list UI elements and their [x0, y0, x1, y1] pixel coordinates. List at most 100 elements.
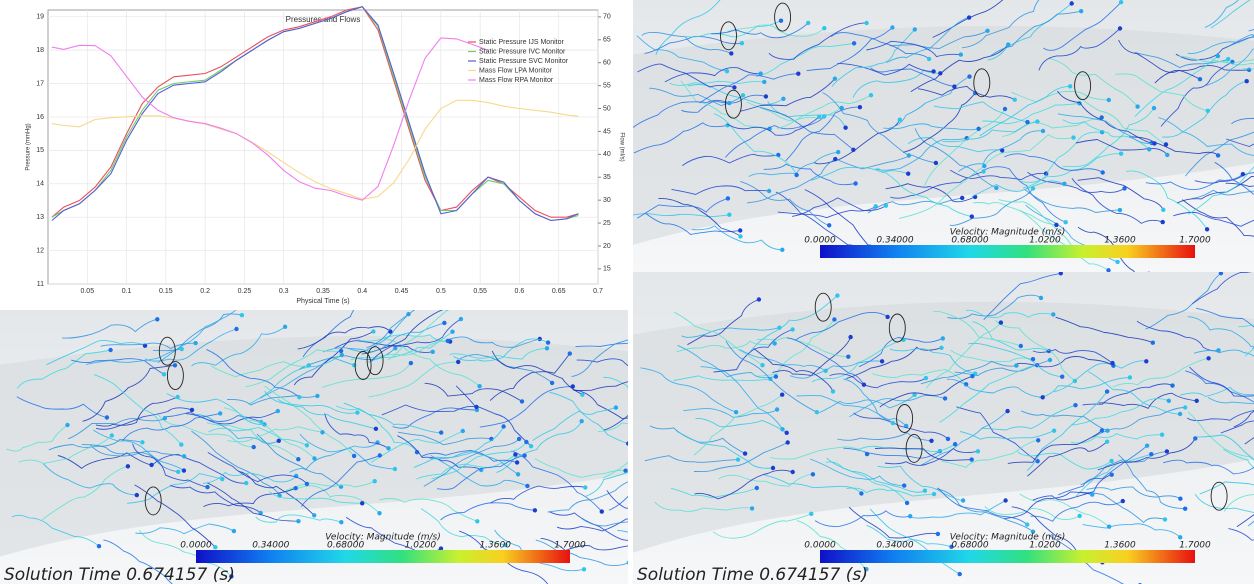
- streamline: [670, 487, 757, 499]
- streamline-arrow: [809, 511, 814, 516]
- streamline: [972, 321, 1050, 352]
- streamline: [93, 374, 182, 445]
- streamline-arrow: [581, 567, 587, 572]
- streamline: [245, 349, 342, 388]
- streamline-arrow: [1018, 343, 1023, 349]
- streamline: [755, 319, 835, 377]
- streamline: [1187, 35, 1254, 54]
- streamline-arrow: [282, 324, 288, 329]
- streamline-arrow: [1106, 97, 1112, 103]
- streamline-arrow: [339, 520, 344, 525]
- streamline: [575, 342, 628, 348]
- streamline: [297, 326, 391, 350]
- streamline: [1032, 474, 1112, 501]
- streamline: [685, 20, 782, 38]
- streamline: [879, 375, 973, 408]
- streamline: [1020, 131, 1103, 183]
- streamline-arrow: [140, 440, 145, 445]
- streamline-arrow: [1051, 312, 1056, 317]
- streamline: [1185, 131, 1254, 177]
- streamline: [1080, 450, 1167, 486]
- streamline-arrow: [1038, 295, 1044, 301]
- streamline: [366, 310, 416, 349]
- colorbar: [820, 550, 1195, 563]
- streamline-arrow: [445, 338, 450, 344]
- streamline: [899, 165, 985, 219]
- streamline-arrow: [1047, 357, 1053, 363]
- streamline-arrow: [1215, 53, 1221, 59]
- streamline: [1007, 430, 1103, 464]
- streamline-arrow: [134, 492, 139, 498]
- streamline-arrow: [1165, 152, 1170, 158]
- streamline: [256, 433, 342, 488]
- streamline: [1188, 166, 1254, 215]
- x-tick-label: 0.3: [279, 288, 289, 295]
- streamline: [335, 405, 418, 453]
- streamline: [95, 407, 193, 430]
- colorbar-label: 0.68000: [951, 236, 988, 246]
- streamline-arrow: [1109, 458, 1114, 464]
- streamline-arrow: [859, 491, 864, 496]
- streamline: [134, 484, 216, 548]
- streamline-arrow: [931, 491, 937, 497]
- streamline: [606, 490, 628, 509]
- streamline-arrow: [857, 105, 863, 110]
- streamline: [1097, 438, 1196, 471]
- streamline-arrow: [926, 56, 932, 62]
- streamline-arrow: [244, 480, 249, 486]
- streamline-arrow: [1151, 105, 1157, 111]
- streamline: [420, 508, 506, 546]
- y2-tick-label: 20: [603, 243, 611, 250]
- streamline-arrow: [626, 560, 628, 565]
- streamline: [430, 455, 528, 487]
- streamline-arrow: [817, 114, 822, 120]
- streamline: [837, 432, 932, 442]
- streamline: [886, 17, 970, 64]
- streamline-arrow: [1062, 181, 1067, 186]
- streamline: [343, 402, 442, 434]
- x-tick-label: 0.05: [80, 288, 94, 295]
- streamline-arrow: [220, 476, 225, 482]
- streamline: [67, 417, 166, 440]
- streamline: [962, 0, 1040, 49]
- y-tick-label: 17: [36, 80, 44, 87]
- streamline: [431, 441, 527, 480]
- streamline: [822, 92, 910, 156]
- streamline: [654, 501, 753, 512]
- outlet-ring: [1210, 481, 1228, 511]
- streamline: [753, 348, 834, 392]
- streamline: [644, 455, 739, 463]
- streamline: [789, 360, 883, 379]
- streamline: [932, 0, 1004, 38]
- streamline: [1021, 410, 1108, 432]
- streamline: [227, 395, 318, 406]
- streamline: [1026, 391, 1108, 471]
- streamline: [1136, 320, 1219, 352]
- streamline-arrow: [770, 465, 776, 471]
- streamline: [673, 311, 763, 366]
- y-tick-label: 16: [36, 114, 44, 121]
- streamline-arrow: [967, 74, 972, 79]
- streamline: [1003, 491, 1093, 520]
- streamline: [866, 40, 961, 58]
- streamline: [413, 426, 504, 468]
- streamline: [693, 442, 788, 473]
- streamline: [602, 461, 628, 479]
- streamline-arrow: [1051, 428, 1057, 433]
- streamline: [671, 185, 770, 195]
- streamline-arrow: [352, 363, 357, 368]
- streamline: [100, 342, 196, 350]
- streamline: [397, 435, 482, 471]
- streamline-arrow: [468, 288, 472, 292]
- streamline: [571, 339, 628, 378]
- streamline-arrow: [1006, 42, 1011, 47]
- streamline-arrow: [762, 79, 767, 85]
- outlet-ring: [724, 89, 742, 119]
- streamline: [831, 29, 916, 87]
- streamline: [227, 426, 323, 443]
- streamline-arrow: [806, 20, 811, 26]
- streamline: [826, 457, 926, 493]
- streamline: [982, 102, 1080, 125]
- streamline-arrow: [833, 156, 838, 162]
- colorbar-label: 0.34000: [876, 236, 913, 246]
